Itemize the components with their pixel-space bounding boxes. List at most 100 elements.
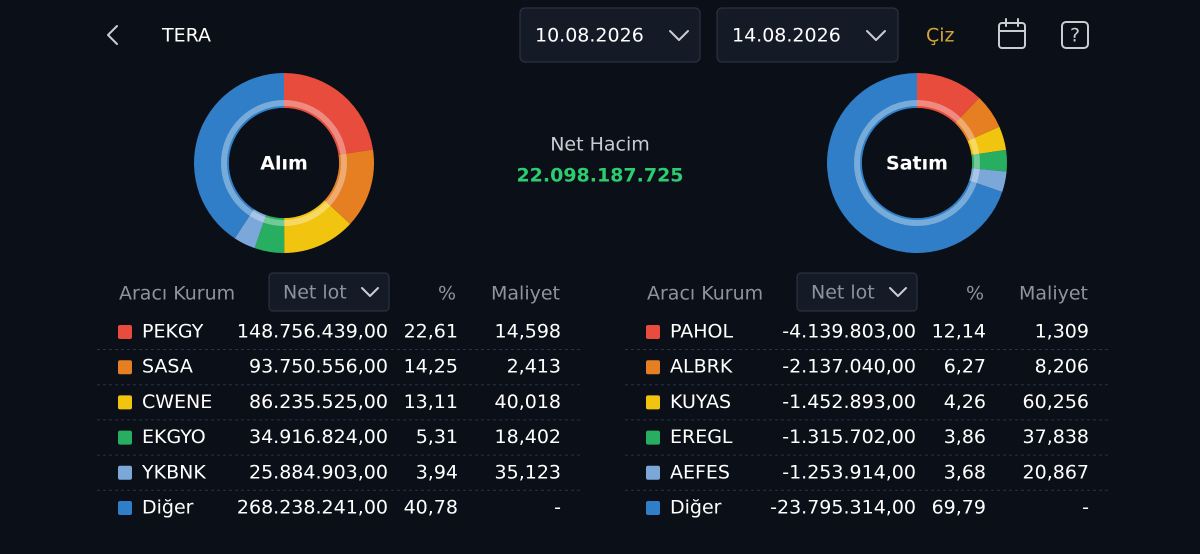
donut-segment (324, 149, 374, 225)
percentage: 6,27 (944, 356, 986, 378)
net-lot: 268.238.241,00 (237, 497, 388, 519)
cost: - (554, 497, 561, 519)
svg-text:?: ? (1070, 25, 1080, 47)
percentage: 14,25 (404, 356, 458, 378)
donut-segment (971, 149, 1007, 172)
donut-segment (284, 73, 373, 155)
net-lot: -1.315.702,00 (782, 426, 916, 448)
legend-swatch (118, 465, 132, 480)
net-lot: -23.795.314,00 (770, 497, 916, 519)
cost: 1,309 (1035, 321, 1089, 343)
sort-dropdown[interactable] (796, 272, 918, 312)
cost: - (1082, 497, 1089, 519)
dropdown-icon (361, 287, 379, 297)
page-title: TERA (161, 25, 211, 47)
broker-name: CWENE (142, 391, 212, 413)
donut-segment (827, 73, 1003, 254)
start-date: 10.08.2026 (535, 25, 644, 47)
broker-name: ALBRK (670, 356, 733, 378)
broker-name: Diğer (670, 497, 722, 519)
draw-button[interactable]: Çiz (926, 25, 955, 47)
broker-name: AEFES (670, 461, 730, 483)
back-button[interactable] (107, 25, 118, 45)
donut-segment (234, 209, 267, 249)
column-header: Aracı Kurum (647, 283, 763, 305)
net-lot: 86.235.525,00 (249, 391, 388, 413)
percentage: 4,26 (944, 391, 986, 413)
cost: 20,867 (1023, 461, 1089, 483)
broker-name: KUYAS (670, 391, 731, 413)
net-lot: -1.452.893,00 (782, 391, 916, 413)
cost: 35,123 (495, 461, 561, 483)
end-date-picker[interactable] (716, 7, 899, 63)
donut-segment (194, 73, 284, 239)
net-volume-value: 22.098.187.725 (516, 165, 683, 187)
broker-name: EREGL (670, 426, 733, 448)
donut-label: Satım (886, 153, 948, 175)
legend-swatch (646, 395, 660, 410)
percentage: 3,94 (416, 461, 458, 483)
percentage: 3,86 (944, 426, 986, 448)
legend-swatch (646, 465, 660, 480)
column-header: % (966, 283, 984, 305)
cost: 18,402 (495, 426, 561, 448)
net-lot: -4.139.803,00 (782, 321, 916, 343)
dropdown-icon (669, 30, 689, 41)
legend-swatch (118, 395, 132, 410)
percentage: 13,11 (404, 391, 458, 413)
legend-swatch (646, 360, 660, 375)
net-lot: 25.884.903,00 (249, 461, 388, 483)
donut-segment (969, 168, 1007, 192)
calendar-button[interactable] (998, 18, 1026, 49)
net-lot: -1.253.914,00 (782, 461, 916, 483)
percentage: 69,79 (932, 497, 986, 519)
legend-swatch (118, 430, 132, 445)
broker-name: SASA (142, 356, 193, 378)
legend-swatch (118, 501, 132, 515)
donut-segment (955, 97, 1000, 141)
start-date-picker[interactable] (519, 7, 701, 63)
donut-segment (967, 126, 1007, 155)
dropdown-icon (866, 30, 886, 41)
net-lot: 93.750.556,00 (249, 356, 388, 378)
donut-segment (284, 200, 351, 253)
donut-center (862, 108, 972, 218)
legend-swatch (646, 430, 660, 445)
legend-swatch (118, 325, 132, 339)
column-header: Net lot (811, 282, 875, 304)
net-lot: 148.756.439,00 (237, 321, 388, 343)
cost: 40,018 (495, 391, 561, 413)
dropdown-icon (889, 287, 907, 297)
column-header: Maliyet (1019, 283, 1088, 305)
percentage: 40,78 (404, 497, 458, 519)
help-button[interactable]: ? (1061, 21, 1089, 49)
percentage: 22,61 (404, 321, 458, 343)
net-lot: 34.916.824,00 (249, 426, 388, 448)
percentage: 3,68 (944, 461, 986, 483)
broker-name: EKGYO (142, 426, 206, 448)
broker-name: Diğer (142, 497, 194, 519)
column-header: Net lot (283, 282, 347, 304)
percentage: 12,14 (932, 321, 986, 343)
percentage: 5,31 (416, 426, 458, 448)
column-header: Maliyet (491, 283, 560, 305)
cost: 60,256 (1023, 391, 1089, 413)
net-lot: -2.137.040,00 (782, 356, 916, 378)
sort-dropdown[interactable] (268, 272, 390, 312)
column-header: % (438, 283, 456, 305)
cost: 8,206 (1035, 356, 1089, 378)
cost: 2,413 (507, 356, 561, 378)
end-date: 14.08.2026 (732, 25, 841, 47)
legend-swatch (118, 360, 132, 375)
donut-segment (254, 215, 285, 254)
legend-swatch (646, 501, 660, 515)
broker-name: YKBNK (141, 461, 206, 483)
column-header: Aracı Kurum (119, 283, 235, 305)
legend-swatch (646, 325, 660, 339)
broker-name: PAHOL (670, 321, 733, 343)
net-volume-label: Net Hacim (550, 134, 650, 156)
donut-inner-ring (221, 100, 347, 226)
donut-inner-ring (854, 100, 980, 226)
